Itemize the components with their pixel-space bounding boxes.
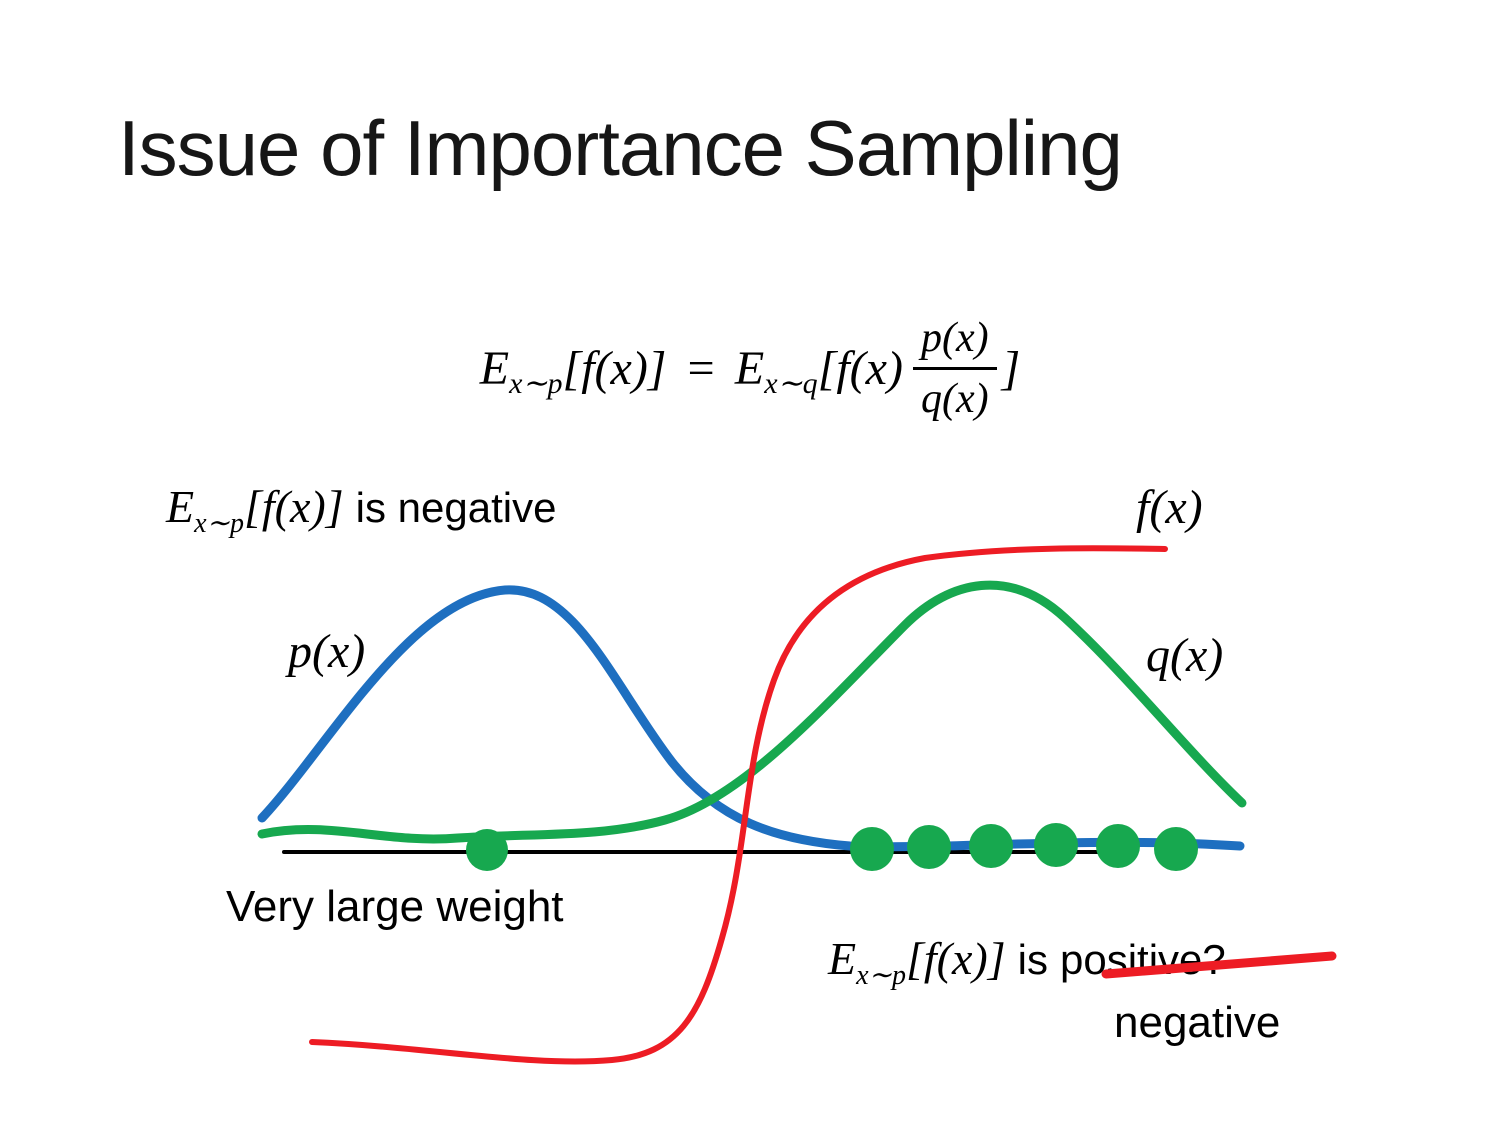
math-subscript-xq: x∼q <box>764 366 818 400</box>
sample-dot <box>1034 823 1078 867</box>
left-annotation-text: is negative <box>355 484 557 531</box>
blue-p-curve <box>257 585 1245 852</box>
corrected-word: negative <box>1114 998 1281 1047</box>
q-curve-label: q(x) <box>1146 629 1224 682</box>
very-large-weight-note: Very large weight <box>226 882 564 931</box>
bottom-annotation: Ex∼p[f(x)] is positive? <box>828 933 1226 992</box>
f-curve-label: f(x) <box>1136 481 1203 534</box>
bottom-math-subscript: x∼p <box>856 960 906 991</box>
sample-dot <box>969 824 1013 868</box>
sample-dot <box>907 825 951 869</box>
math-expectation-E2: E <box>734 341 765 395</box>
math-bracket-fx: [f(x)] <box>562 341 667 395</box>
p-curve-label: p(x) <box>288 625 366 678</box>
bottom-is-text: is <box>1017 936 1048 983</box>
fraction-denominator: q(x) <box>920 376 989 423</box>
left-math-E: E <box>166 481 195 532</box>
math-open-bracket-fx: [f(x) <box>817 341 903 395</box>
struck-word: positive? <box>1059 936 1226 983</box>
left-annotation: Ex∼p[f(x)] is negative <box>166 481 557 540</box>
math-expectation-E: E <box>479 341 510 395</box>
sample-dot <box>1096 824 1140 868</box>
math-fraction: p(x) q(x) <box>912 314 997 424</box>
fraction-numerator: p(x) <box>912 314 997 371</box>
importance-sampling-formula: E x∼p [f(x)] = E x∼q [f(x) p(x) q(x) ] <box>0 314 1500 424</box>
math-subscript-xp: x∼p <box>509 366 563 400</box>
sample-dot-left <box>466 829 508 871</box>
slide-title: Issue of Importance Sampling <box>118 104 1123 192</box>
left-math-subscript: x∼p <box>194 508 244 539</box>
left-math-bracket-fx: [f(x)] <box>244 481 344 532</box>
math-equals-sign: = <box>684 341 717 395</box>
bottom-math-E: E <box>828 933 857 984</box>
sample-dot <box>850 827 894 871</box>
math-close-bracket: ] <box>1001 341 1021 395</box>
sample-dot <box>1154 827 1198 871</box>
bottom-math-bracket-fx: [f(x)] <box>906 933 1006 984</box>
green-q-curve <box>257 580 1247 844</box>
